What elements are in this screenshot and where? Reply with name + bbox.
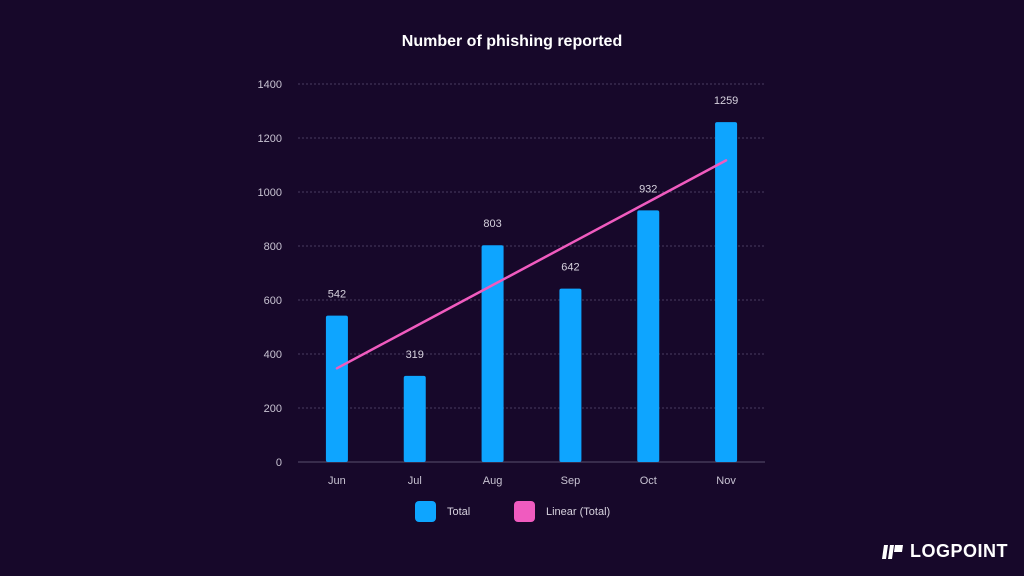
y-tick-label: 1000 bbox=[258, 187, 282, 199]
bar bbox=[715, 122, 738, 462]
data-label: 932 bbox=[639, 183, 657, 195]
data-label: 319 bbox=[406, 349, 424, 361]
y-tick-label: 200 bbox=[264, 403, 282, 415]
legend-item-linear-total[interactable]: Linear (Total) bbox=[514, 501, 610, 522]
data-label: 1259 bbox=[714, 95, 738, 107]
legend-label-total: Total bbox=[447, 505, 471, 518]
x-tick-label: Aug bbox=[483, 475, 503, 487]
legend-swatch-total bbox=[415, 501, 436, 522]
chart-legend: Total Linear (Total) bbox=[0, 501, 1024, 525]
bar bbox=[559, 288, 582, 462]
x-tick-label: Jun bbox=[328, 475, 346, 487]
bar bbox=[403, 375, 426, 462]
trendline bbox=[335, 159, 728, 370]
x-tick-label: Oct bbox=[640, 475, 657, 487]
y-tick-label: 800 bbox=[264, 241, 282, 253]
bar bbox=[481, 245, 504, 462]
x-tick-label: Nov bbox=[716, 475, 736, 487]
legend-item-total[interactable]: Total bbox=[415, 501, 470, 522]
y-tick-label: 1200 bbox=[258, 133, 282, 145]
data-label: 803 bbox=[483, 218, 501, 230]
data-label: 542 bbox=[328, 289, 346, 301]
logpoint-brand: LOGPOINT bbox=[882, 541, 1008, 562]
data-label: 642 bbox=[561, 262, 579, 274]
bar bbox=[325, 315, 348, 462]
brand-name: LOGPOINT bbox=[910, 541, 1008, 561]
x-tick-label: Jul bbox=[408, 475, 422, 487]
bar bbox=[637, 210, 660, 462]
legend-label-linear-total: Linear (Total) bbox=[546, 505, 611, 518]
y-tick-label: 0 bbox=[276, 457, 282, 469]
chart-title: Number of phishing reported bbox=[401, 33, 623, 50]
y-tick-label: 1400 bbox=[258, 79, 282, 91]
y-tick-label: 400 bbox=[264, 349, 282, 361]
y-tick-label: 600 bbox=[264, 295, 282, 307]
logpoint-logo-icon bbox=[882, 544, 903, 559]
x-tick-label: Sep bbox=[561, 475, 581, 487]
legend-swatch-linear-total bbox=[514, 501, 535, 522]
